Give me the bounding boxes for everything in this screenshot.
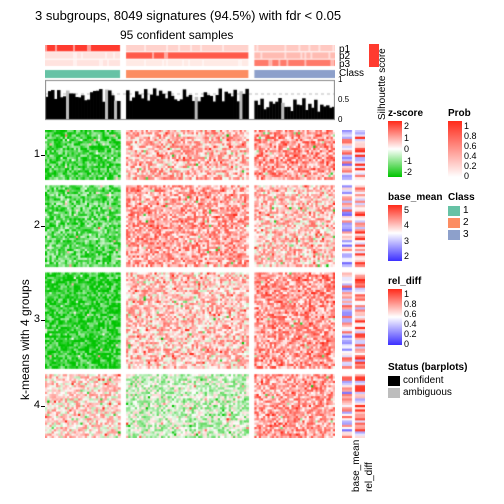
y-axis-label: k-means with 4 groups [18,279,32,400]
legend-ticks: 5432 [404,205,409,261]
legend-gradient: 210-1-2 [388,121,402,177]
legend-label: 3 [463,229,469,240]
row-group-label: 3 [25,313,40,325]
row-tick [41,155,45,156]
legend-ticks: 210-1-2 [404,121,412,177]
legend-title: Class [448,192,475,203]
legend-ticks: 10.80.60.40.20 [404,289,417,345]
legend-Class: Class 123 [448,192,475,241]
main-heatmap [45,130,335,438]
side-heatmap-columns [342,130,365,438]
legend-item: 3 [448,229,475,240]
row-tick [41,226,45,227]
legend-base_mean: base_mean 5432 [388,192,442,261]
legend-label: ambiguous [403,387,452,398]
sil-tick: 0 [338,115,342,124]
legend-title: Status (barplots) [388,362,467,373]
side-column-label: base_mean [351,440,362,492]
legend-swatch [388,376,400,386]
legend-swatch [448,206,460,216]
legend-ticks: 10.80.60.40.20 [464,121,477,177]
legend-rel_diff: rel_diff 10.80.60.40.20 [388,276,421,345]
row-group-label: 1 [25,148,40,160]
legend-item: ambiguous [388,387,467,398]
legend-z-score: z-score 210-1-2 [388,108,423,177]
legend-title: rel_diff [388,276,421,287]
sil-tick: 0.5 [338,95,349,104]
legend-label: 2 [463,217,469,228]
legend-item: confident [388,375,467,386]
side-column-label: rel_diff [364,462,375,492]
silhouette-label: Silhouette score [377,48,388,120]
anno-label: Class [339,68,364,79]
legend-Status (barplots): Status (barplots) confidentambiguous [388,362,467,399]
legend-item: 2 [448,217,475,228]
legend-gradient: 10.80.60.40.20 [388,289,402,345]
legend-swatch [388,388,400,398]
legend-gradient: 10.80.60.40.20 [448,121,462,177]
row-tick [41,406,45,407]
legend-Prob: Prob 10.80.60.40.20 [448,108,471,177]
legend-title: z-score [388,108,423,119]
legend-title: Prob [448,108,471,119]
legend-swatch [448,230,460,240]
row-group-label: 2 [25,219,40,231]
legend-item: 1 [448,205,475,216]
sil-tick: 1 [338,75,342,84]
annotation-tracks [45,45,335,124]
page-subtitle: 95 confident samples [120,28,233,42]
legend-label: confident [403,375,444,386]
legend-swatch [448,218,460,228]
row-group-label: 4 [25,399,40,411]
page-title: 3 subgroups, 8049 signatures (94.5%) wit… [35,8,341,23]
row-tick [41,320,45,321]
legend-gradient: 5432 [388,205,402,261]
legend-label: 1 [463,205,469,216]
legend-title: base_mean [388,192,442,203]
